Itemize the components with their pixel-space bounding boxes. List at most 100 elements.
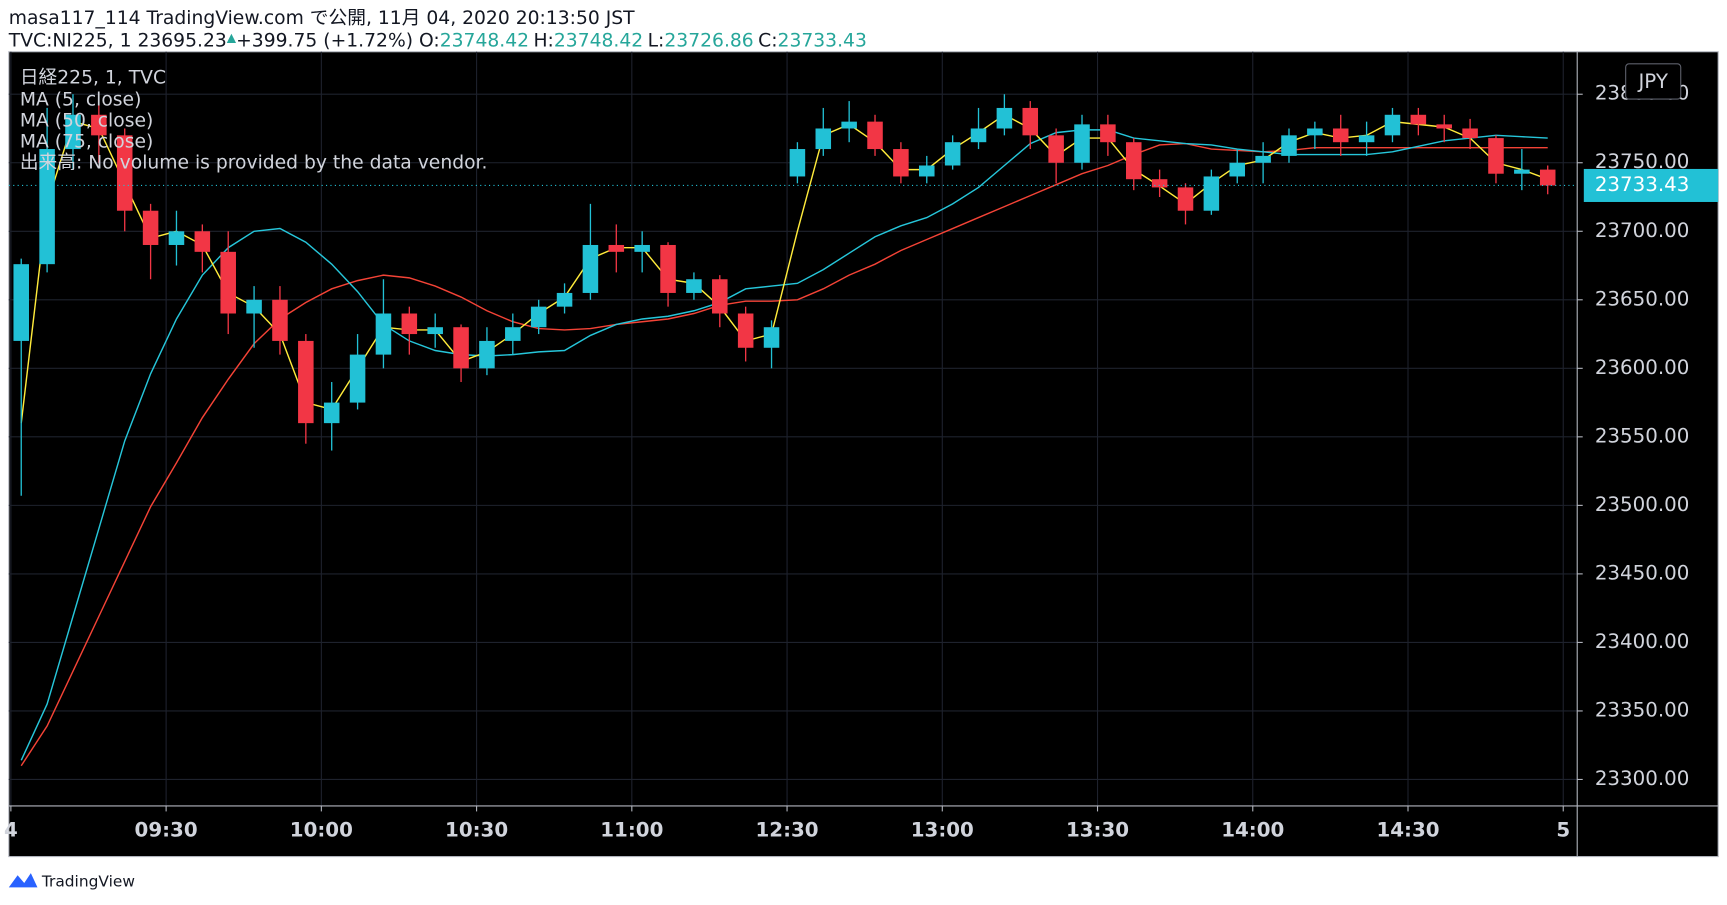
currency-button[interactable] — [1625, 63, 1682, 100]
footer-logo: TradingView — [8, 872, 135, 890]
x-tick-label: 13:30 — [1066, 819, 1129, 842]
candle-body — [194, 231, 211, 252]
candle-body — [1100, 124, 1116, 143]
ohlc-c-value: 23733.43 — [778, 30, 867, 51]
x-tick-label: 5 — [1556, 819, 1570, 842]
ohlc-o-label: O: — [419, 30, 440, 51]
candle-body — [634, 244, 650, 252]
logo-icon — [8, 873, 38, 888]
legend-volume: 出来高: No volume is provided by the data v… — [20, 152, 488, 173]
x-tick-label: 14:00 — [1221, 819, 1284, 842]
y-tick-label: 23550.00 — [1595, 424, 1690, 447]
candle-body — [893, 149, 909, 177]
x-tick-label: 12:30 — [756, 819, 819, 842]
legend-ma50: MA (50, close) — [20, 111, 153, 132]
candle-body — [427, 327, 443, 335]
candle-body — [1281, 135, 1297, 156]
candle-body — [246, 299, 262, 314]
y-tick-label: 23350.00 — [1595, 698, 1690, 721]
candle-body — [944, 142, 961, 166]
candle-body — [996, 107, 1013, 129]
candle-body — [1358, 135, 1375, 143]
candle-body — [220, 251, 236, 314]
candle-body — [401, 313, 418, 335]
candle-body — [660, 244, 676, 293]
candle-body — [1074, 124, 1090, 163]
candle-body — [712, 279, 728, 314]
footer-brand: TradingView — [41, 872, 135, 890]
candle-body — [867, 121, 883, 150]
legend-ma5: MA (5, close) — [20, 90, 142, 111]
candle-body — [453, 327, 469, 369]
legend-symbol: 日経225, 1, TVC — [20, 68, 166, 89]
candle-body — [737, 313, 754, 348]
ohlc-h-label: H: — [533, 30, 553, 51]
currency-label[interactable]: JPY — [1636, 70, 1668, 93]
candle-body — [168, 231, 185, 245]
candle-body — [1307, 128, 1323, 136]
y-tick-label: 23450.00 — [1595, 561, 1690, 584]
candle-body — [479, 340, 495, 369]
candle-body — [1048, 135, 1064, 163]
candle-body — [1151, 179, 1168, 188]
candle-body — [1229, 162, 1246, 177]
candle-body — [91, 114, 107, 136]
change: +399.75 (+1.72%) — [236, 30, 419, 51]
candle-body — [1203, 176, 1220, 211]
x-tick-label: 11:00 — [600, 819, 663, 842]
candle-body — [686, 279, 702, 293]
candle-body — [970, 128, 987, 143]
ohlc-l-label: L: — [648, 30, 665, 51]
ohlc-c-label: C: — [758, 30, 777, 51]
candle-body — [1022, 107, 1039, 136]
candle-body — [556, 292, 573, 307]
candle-body — [1332, 128, 1349, 143]
y-tick-label: 23700.00 — [1595, 219, 1690, 242]
candle-body — [375, 313, 392, 355]
candle-body — [1255, 155, 1271, 163]
symbol: TVC:NI225, 1 23695.23 — [8, 30, 227, 51]
symbol-line: TVC:NI225, 1 23695.23▲+399.75 (+1.72%) O… — [8, 30, 867, 51]
x-tick-label: 10:00 — [290, 819, 353, 842]
candle-body — [272, 299, 288, 341]
publish-info: masa117_114 TradingView.com で公開, 11月 04,… — [9, 8, 635, 29]
candle-body — [1514, 169, 1530, 174]
ohlc-h-value: 23748.42 — [554, 30, 643, 51]
candle-body — [530, 306, 547, 328]
candle-body — [13, 264, 29, 341]
last-price-label: 23733.43 — [1595, 173, 1690, 196]
ohlc-l-value: 23726.86 — [664, 30, 753, 51]
candle-body — [1436, 124, 1452, 129]
ohlc-o-value: 23748.42 — [440, 30, 529, 51]
candle-body — [1384, 114, 1401, 136]
candle-body — [1539, 169, 1556, 186]
candle-body — [1177, 187, 1194, 211]
candle-body — [1488, 138, 1504, 174]
candle-body — [323, 402, 340, 424]
candle-body — [789, 149, 806, 177]
candle-body — [919, 165, 935, 177]
x-tick-label: 13:00 — [911, 819, 974, 842]
candle-body — [65, 114, 81, 150]
y-tick-label: 23300.00 — [1595, 767, 1690, 790]
up-arrow: ▲ — [227, 30, 237, 44]
x-tick-label: 14:30 — [1376, 819, 1439, 842]
y-tick-label: 23600.00 — [1595, 356, 1690, 379]
candle-body — [298, 340, 314, 424]
candle-body — [815, 128, 832, 150]
candle-body — [142, 210, 159, 245]
candle-body — [349, 354, 366, 403]
candle-body — [1410, 114, 1427, 125]
x-tick-label: 4 — [4, 819, 18, 842]
candle-body — [39, 149, 55, 265]
last-price-box — [1583, 168, 1719, 202]
candle-body — [505, 327, 521, 341]
candle-body — [763, 327, 780, 348]
candle-body — [116, 135, 133, 211]
candle-body — [1462, 128, 1478, 139]
y-tick-label: 23500.00 — [1595, 493, 1690, 516]
candle-body — [582, 244, 599, 293]
candle-body — [1125, 142, 1142, 180]
legend-ma75: MA (75, close) — [20, 132, 153, 153]
